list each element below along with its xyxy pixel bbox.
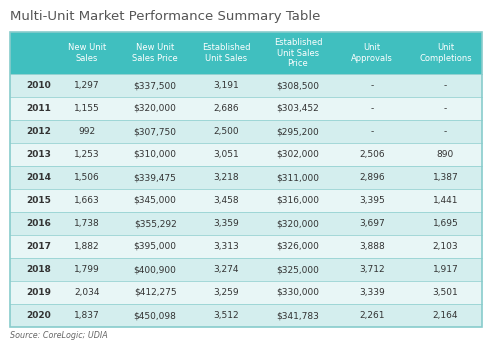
Text: $326,000: $326,000 xyxy=(277,242,319,251)
Text: 1,506: 1,506 xyxy=(74,173,99,182)
Text: -: - xyxy=(370,104,374,113)
Text: 2,103: 2,103 xyxy=(432,242,458,251)
Text: 1,738: 1,738 xyxy=(74,219,99,228)
Text: 1,663: 1,663 xyxy=(74,196,99,205)
Text: $412,275: $412,275 xyxy=(134,288,177,297)
Text: 3,191: 3,191 xyxy=(213,81,239,90)
Text: 3,274: 3,274 xyxy=(213,265,239,274)
Text: 1,882: 1,882 xyxy=(74,242,99,251)
Text: Unit
Completions: Unit Completions xyxy=(419,43,472,63)
Text: $339,475: $339,475 xyxy=(134,173,177,182)
Text: 2012: 2012 xyxy=(26,127,51,136)
Text: Multi-Unit Market Performance Summary Table: Multi-Unit Market Performance Summary Ta… xyxy=(10,10,320,23)
Text: -: - xyxy=(444,104,447,113)
Text: $307,750: $307,750 xyxy=(134,127,177,136)
Bar xyxy=(10,235,482,258)
Text: 3,697: 3,697 xyxy=(359,219,385,228)
Text: 992: 992 xyxy=(78,127,95,136)
Text: -: - xyxy=(444,127,447,136)
Bar xyxy=(10,189,482,212)
Text: 3,395: 3,395 xyxy=(359,196,385,205)
Text: $395,000: $395,000 xyxy=(134,242,177,251)
Text: 2020: 2020 xyxy=(26,311,51,320)
Text: 3,259: 3,259 xyxy=(213,288,239,297)
Text: $345,000: $345,000 xyxy=(134,196,177,205)
Bar xyxy=(10,32,482,327)
Bar xyxy=(10,304,482,327)
Text: 3,888: 3,888 xyxy=(359,242,385,251)
Text: 3,359: 3,359 xyxy=(213,219,239,228)
Text: -: - xyxy=(370,127,374,136)
Text: 3,313: 3,313 xyxy=(213,242,239,251)
Text: $310,000: $310,000 xyxy=(134,150,177,159)
Text: $320,000: $320,000 xyxy=(134,104,177,113)
Text: 1,695: 1,695 xyxy=(432,219,458,228)
Text: -: - xyxy=(444,81,447,90)
Text: 2011: 2011 xyxy=(26,104,51,113)
Text: $295,200: $295,200 xyxy=(277,127,319,136)
Bar xyxy=(10,212,482,235)
Text: Established
Unit Sales: Established Unit Sales xyxy=(202,43,250,63)
Bar xyxy=(10,258,482,281)
Text: 3,712: 3,712 xyxy=(360,265,385,274)
Text: Source: CoreLogic; UDIA: Source: CoreLogic; UDIA xyxy=(10,331,108,340)
Text: 1,253: 1,253 xyxy=(74,150,99,159)
Text: 1,297: 1,297 xyxy=(74,81,99,90)
Text: 1,799: 1,799 xyxy=(74,265,99,274)
Bar xyxy=(10,166,482,189)
Text: $355,292: $355,292 xyxy=(134,219,177,228)
Text: 3,051: 3,051 xyxy=(213,150,239,159)
Text: 2,261: 2,261 xyxy=(360,311,385,320)
Text: Established
Unit Sales
Price: Established Unit Sales Price xyxy=(274,38,322,68)
Text: 2014: 2014 xyxy=(26,173,51,182)
Text: 890: 890 xyxy=(437,150,454,159)
Text: 2,506: 2,506 xyxy=(360,150,385,159)
Text: New Unit
Sales: New Unit Sales xyxy=(67,43,106,63)
Text: -: - xyxy=(370,81,374,90)
Text: 2010: 2010 xyxy=(26,81,51,90)
Text: 2,896: 2,896 xyxy=(360,173,385,182)
Text: $400,900: $400,900 xyxy=(134,265,177,274)
Text: $337,500: $337,500 xyxy=(134,81,177,90)
Text: $320,000: $320,000 xyxy=(277,219,319,228)
Text: 2015: 2015 xyxy=(26,196,51,205)
Text: $341,783: $341,783 xyxy=(277,311,319,320)
Text: 3,501: 3,501 xyxy=(432,288,458,297)
Text: $450,098: $450,098 xyxy=(134,311,177,320)
Text: 1,917: 1,917 xyxy=(432,265,458,274)
Text: $303,452: $303,452 xyxy=(277,104,319,113)
Text: New Unit
Sales Price: New Unit Sales Price xyxy=(132,43,178,63)
Text: $311,000: $311,000 xyxy=(277,173,319,182)
Text: 3,458: 3,458 xyxy=(213,196,239,205)
Text: $302,000: $302,000 xyxy=(277,150,319,159)
Bar xyxy=(10,143,482,166)
Text: 3,218: 3,218 xyxy=(213,173,239,182)
Text: 2018: 2018 xyxy=(26,265,51,274)
Text: 2,500: 2,500 xyxy=(213,127,239,136)
Text: $308,500: $308,500 xyxy=(277,81,319,90)
Text: $316,000: $316,000 xyxy=(277,196,319,205)
Text: $330,000: $330,000 xyxy=(277,288,319,297)
Bar xyxy=(10,120,482,143)
Text: 1,837: 1,837 xyxy=(74,311,99,320)
Bar xyxy=(10,97,482,120)
Text: 3,339: 3,339 xyxy=(359,288,385,297)
Bar xyxy=(10,32,482,74)
Text: 2,686: 2,686 xyxy=(213,104,239,113)
Text: 2017: 2017 xyxy=(26,242,51,251)
Text: 2,164: 2,164 xyxy=(432,311,458,320)
Bar xyxy=(10,74,482,97)
Text: 1,387: 1,387 xyxy=(432,173,458,182)
Bar xyxy=(10,281,482,304)
Text: 3,512: 3,512 xyxy=(213,311,239,320)
Text: $325,000: $325,000 xyxy=(277,265,319,274)
Text: 2019: 2019 xyxy=(26,288,51,297)
Text: 1,155: 1,155 xyxy=(74,104,99,113)
Text: 1,441: 1,441 xyxy=(432,196,458,205)
Text: 2013: 2013 xyxy=(26,150,51,159)
Text: 2016: 2016 xyxy=(26,219,51,228)
Text: Unit
Approvals: Unit Approvals xyxy=(351,43,393,63)
Text: 2,034: 2,034 xyxy=(74,288,99,297)
